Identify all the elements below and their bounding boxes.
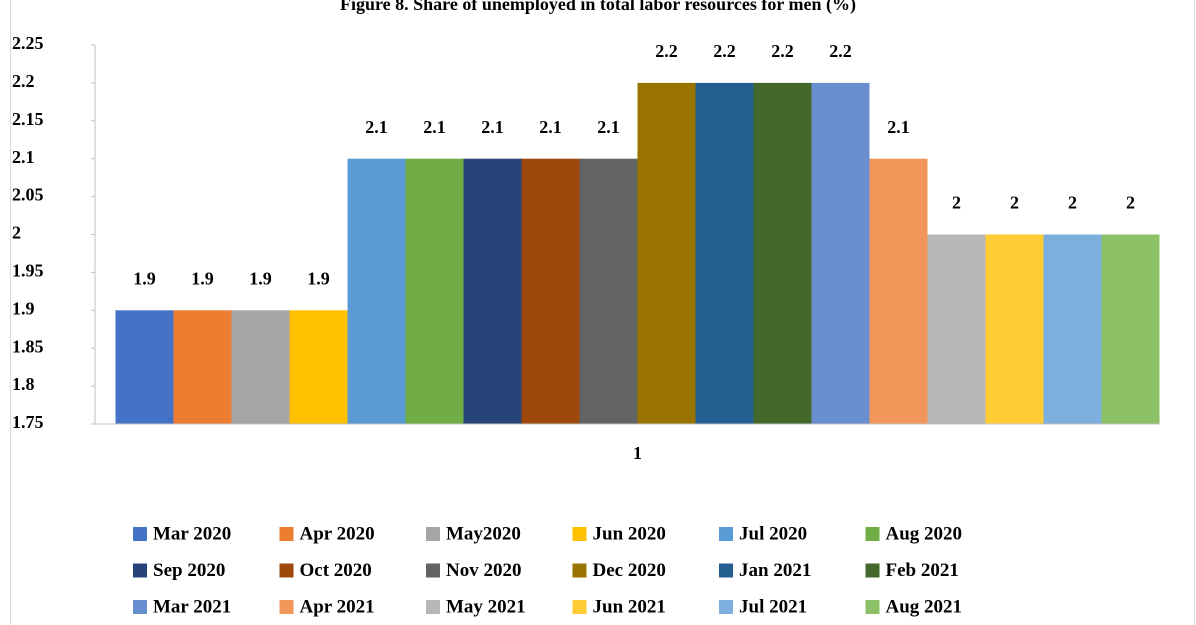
legend-swatch	[426, 563, 440, 578]
data-label: 2.1	[423, 117, 446, 137]
y-tick-label: 1.9	[12, 298, 35, 318]
y-tick-label: 1.85	[12, 336, 44, 356]
y-tick-label: 2.25	[12, 33, 44, 53]
legend-label: Jan 2021	[739, 560, 811, 581]
data-label: 1.9	[249, 268, 272, 288]
bar	[1101, 234, 1160, 424]
bar	[115, 310, 174, 424]
legend-label: Oct 2020	[300, 560, 372, 581]
bar	[289, 310, 348, 424]
legend-swatch	[865, 600, 880, 614]
legend-swatch	[133, 527, 147, 541]
legend-swatch	[279, 600, 294, 614]
bar	[695, 82, 754, 425]
legend-label: Jun 2021	[593, 596, 666, 617]
chart-border	[10, 0, 1195, 625]
bar	[637, 82, 696, 425]
legend-label: May 2021	[446, 596, 526, 617]
legend-swatch	[279, 527, 294, 541]
bar	[811, 82, 870, 425]
bar	[927, 234, 986, 424]
bar	[405, 158, 464, 424]
data-label: 2.2	[713, 41, 736, 61]
bar	[231, 310, 290, 424]
data-label: 2	[1068, 193, 1077, 213]
bar	[579, 158, 638, 424]
legend-swatch	[572, 600, 587, 614]
y-tick-label: 1.95	[12, 261, 44, 281]
y-tick-label: 1.75	[12, 412, 44, 432]
legend-swatch	[719, 527, 733, 541]
legend-label: Aug 2021	[886, 596, 963, 617]
legend-swatch	[865, 527, 880, 541]
legend-swatch	[133, 563, 147, 578]
bar	[869, 158, 928, 424]
legend-label: Nov 2020	[446, 560, 521, 581]
bar	[1043, 234, 1102, 424]
legend-label: Aug 2020	[886, 523, 963, 544]
legend-label: Feb 2021	[886, 560, 959, 581]
legend-label: Apr 2021	[300, 596, 375, 617]
data-label: 1.9	[307, 268, 330, 288]
bar	[463, 158, 522, 424]
legend-label: Apr 2020	[300, 523, 375, 544]
data-label: 2	[952, 193, 961, 213]
y-tick-label: 2.1	[12, 147, 35, 167]
chart-title: Figure 8. Share of unemployed in total l…	[340, 0, 856, 15]
legend-swatch	[719, 600, 733, 614]
legend-label: Mar 2021	[153, 596, 231, 617]
legend-label: Jul 2021	[739, 596, 807, 617]
legend-swatch	[426, 600, 440, 614]
legend-label: Dec 2020	[593, 560, 666, 581]
legend-swatch	[719, 563, 733, 578]
legend-label: May2020	[446, 523, 521, 544]
bar	[521, 158, 580, 424]
data-label: 2.1	[481, 117, 504, 137]
y-tick-label: 2.05	[12, 185, 44, 205]
legend-swatch	[133, 600, 147, 614]
data-label: 1.9	[191, 268, 214, 288]
legend-label: Jul 2020	[739, 523, 807, 544]
data-label: 2.2	[829, 41, 852, 61]
data-label: 2	[1010, 193, 1019, 213]
data-label: 2	[1126, 193, 1135, 213]
legend-swatch	[572, 563, 587, 578]
data-label: 2.1	[887, 117, 910, 137]
data-label: 2.1	[597, 117, 620, 137]
y-tick-label: 2.2	[12, 71, 35, 91]
data-label: 2.2	[771, 41, 794, 61]
legend-label: Jun 2020	[593, 523, 666, 544]
legend-swatch	[426, 527, 440, 541]
y-tick-label: 2	[12, 223, 21, 243]
bar	[347, 158, 406, 424]
data-label: 2.1	[539, 117, 562, 137]
y-tick-label: 1.8	[12, 374, 35, 394]
bar	[985, 234, 1044, 424]
data-label: 2.2	[655, 41, 678, 61]
legend-swatch	[279, 563, 294, 578]
y-tick-label: 2.15	[12, 109, 44, 129]
bar	[173, 310, 232, 424]
legend-label: Sep 2020	[153, 560, 225, 581]
data-label: 2.1	[365, 117, 388, 137]
legend-swatch	[865, 563, 880, 578]
legend-label: Mar 2020	[153, 523, 231, 544]
legend-swatch	[572, 527, 587, 541]
x-tick-label: 1	[633, 443, 642, 463]
data-label: 1.9	[133, 268, 156, 288]
bar	[753, 82, 812, 425]
